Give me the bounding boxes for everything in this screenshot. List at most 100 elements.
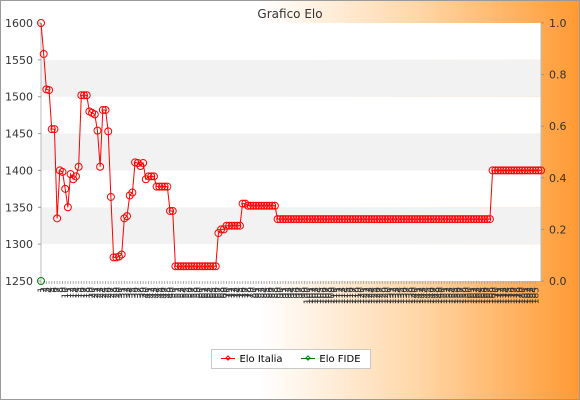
- x-tick-label: 129: [381, 287, 391, 304]
- x-tick-label: 56: [185, 287, 195, 299]
- elo-italia-point: [399, 215, 408, 224]
- elo-italia-point: [448, 215, 457, 224]
- x-tick-label: 5: [48, 287, 58, 293]
- x-tick-label: 155: [451, 287, 461, 304]
- elo-italia-point: [243, 201, 252, 210]
- x-tick-label: 182: [524, 287, 534, 304]
- x-tick-label: 122: [362, 287, 372, 304]
- elo-italia-point: [421, 215, 430, 224]
- elo-italia-point: [534, 166, 543, 175]
- elo-italia-point: [531, 166, 540, 175]
- x-tick-label: 117: [349, 287, 359, 304]
- elo-italia-point: [166, 206, 175, 215]
- elo-italia-point: [518, 166, 527, 175]
- right-tick-label: 0.2: [549, 223, 567, 236]
- x-tick-label: 164: [475, 287, 485, 304]
- elo-italia-point: [101, 105, 110, 114]
- elo-italia-point: [249, 201, 258, 210]
- elo-italia-point: [198, 262, 207, 271]
- x-tick-label: 29: [112, 287, 122, 299]
- x-tick-label: 163: [472, 287, 482, 304]
- x-tick-label: 99: [300, 287, 310, 299]
- elo-italia-point: [311, 215, 320, 224]
- x-tick-label: 98: [298, 287, 308, 299]
- elo-italia-point: [39, 49, 48, 58]
- elo-italia-point: [324, 215, 333, 224]
- x-tick-label: 160: [464, 287, 474, 304]
- elo-italia-point: [179, 262, 188, 271]
- x-tick-label: 121: [360, 287, 370, 304]
- elo-italia-point: [526, 166, 535, 175]
- x-tick-label: 100: [303, 287, 313, 304]
- x-tick-label: 134: [395, 287, 405, 304]
- x-tick-label: 118: [352, 287, 362, 304]
- x-tick-label: 25: [102, 287, 112, 298]
- x-tick-label: 11: [64, 287, 74, 298]
- x-tick-label: 18: [83, 287, 93, 299]
- x-tick-label: 80: [249, 287, 259, 299]
- legend-item-elo-fide[interactable]: Elo FIDE: [301, 354, 361, 365]
- x-tick-label: 39: [139, 287, 149, 299]
- elo-italia-point: [209, 262, 218, 271]
- x-tick-label: 158: [459, 287, 469, 304]
- x-tick-label: 72: [228, 287, 238, 298]
- x-tick-label: 50: [169, 287, 179, 299]
- elo-fide-point: [37, 277, 45, 285]
- x-tick-label: 81: [252, 287, 262, 298]
- x-tick-label: 70: [222, 287, 232, 299]
- elo-italia-point: [90, 110, 99, 119]
- elo-italia-point: [260, 201, 269, 210]
- plot-band: [41, 170, 541, 208]
- x-tick-label: 66: [212, 287, 222, 299]
- elo-italia-point: [367, 215, 376, 224]
- elo-italia-point: [152, 182, 161, 191]
- x-tick-label: 126: [373, 287, 383, 304]
- x-tick-label: 172: [497, 287, 507, 304]
- elo-italia-point: [238, 199, 247, 208]
- x-tick-label: 45: [155, 287, 165, 298]
- elo-italia-point: [276, 215, 285, 224]
- x-tick-label: 4: [45, 287, 55, 293]
- x-tick-label: 105: [317, 287, 327, 304]
- elo-italia-point: [338, 215, 347, 224]
- elo-italia-point: [515, 166, 524, 175]
- x-tick-label: 8: [56, 287, 66, 293]
- legend-item-elo-italia[interactable]: Elo Italia: [221, 354, 283, 365]
- elo-italia-point: [359, 215, 368, 224]
- x-tick-label: 167: [483, 287, 493, 304]
- left-axis-ticks: 1250 1300 1350 1400 1450 1500 1550 1600: [5, 17, 41, 288]
- elo-italia-point: [488, 166, 497, 175]
- x-tick-label: 85: [263, 287, 273, 298]
- x-tick-label: 6: [50, 287, 60, 293]
- elo-italia-point: [50, 125, 59, 134]
- elo-italia-point: [262, 201, 271, 210]
- x-tick-label: 102: [309, 287, 319, 304]
- elo-italia-point: [104, 127, 113, 136]
- x-tick-label: 52: [174, 287, 184, 298]
- x-tick-label: 19: [85, 287, 95, 299]
- x-tick-label: 148: [432, 287, 442, 304]
- elo-italia-point: [434, 215, 443, 224]
- x-tick-label: 177: [510, 287, 520, 304]
- elo-italia-point: [343, 215, 352, 224]
- elo-italia-point: [300, 215, 309, 224]
- elo-italia-point: [139, 159, 148, 168]
- x-axis-ticks: 1234567891011121314151617181920212223242…: [37, 281, 542, 304]
- elo-italia-point: [114, 252, 123, 261]
- x-tick-label: 43: [150, 287, 160, 298]
- x-tick-label: 51: [171, 287, 181, 298]
- x-tick-label: 47: [161, 287, 171, 298]
- x-tick-label: 132: [389, 287, 399, 304]
- chart-title: Grafico Elo: [257, 7, 322, 21]
- x-tick-label: 127: [376, 287, 386, 304]
- elo-italia-point: [483, 215, 492, 224]
- x-tick-label: 171: [494, 287, 504, 304]
- left-tick-label: 1250: [5, 275, 33, 288]
- elo-italia-point: [53, 214, 62, 223]
- elo-italia-point: [335, 215, 344, 224]
- x-tick-label: 1: [37, 287, 47, 293]
- x-tick-label: 33: [123, 287, 133, 298]
- x-tick-label: 74: [233, 287, 243, 299]
- x-tick-label: 174: [502, 287, 512, 304]
